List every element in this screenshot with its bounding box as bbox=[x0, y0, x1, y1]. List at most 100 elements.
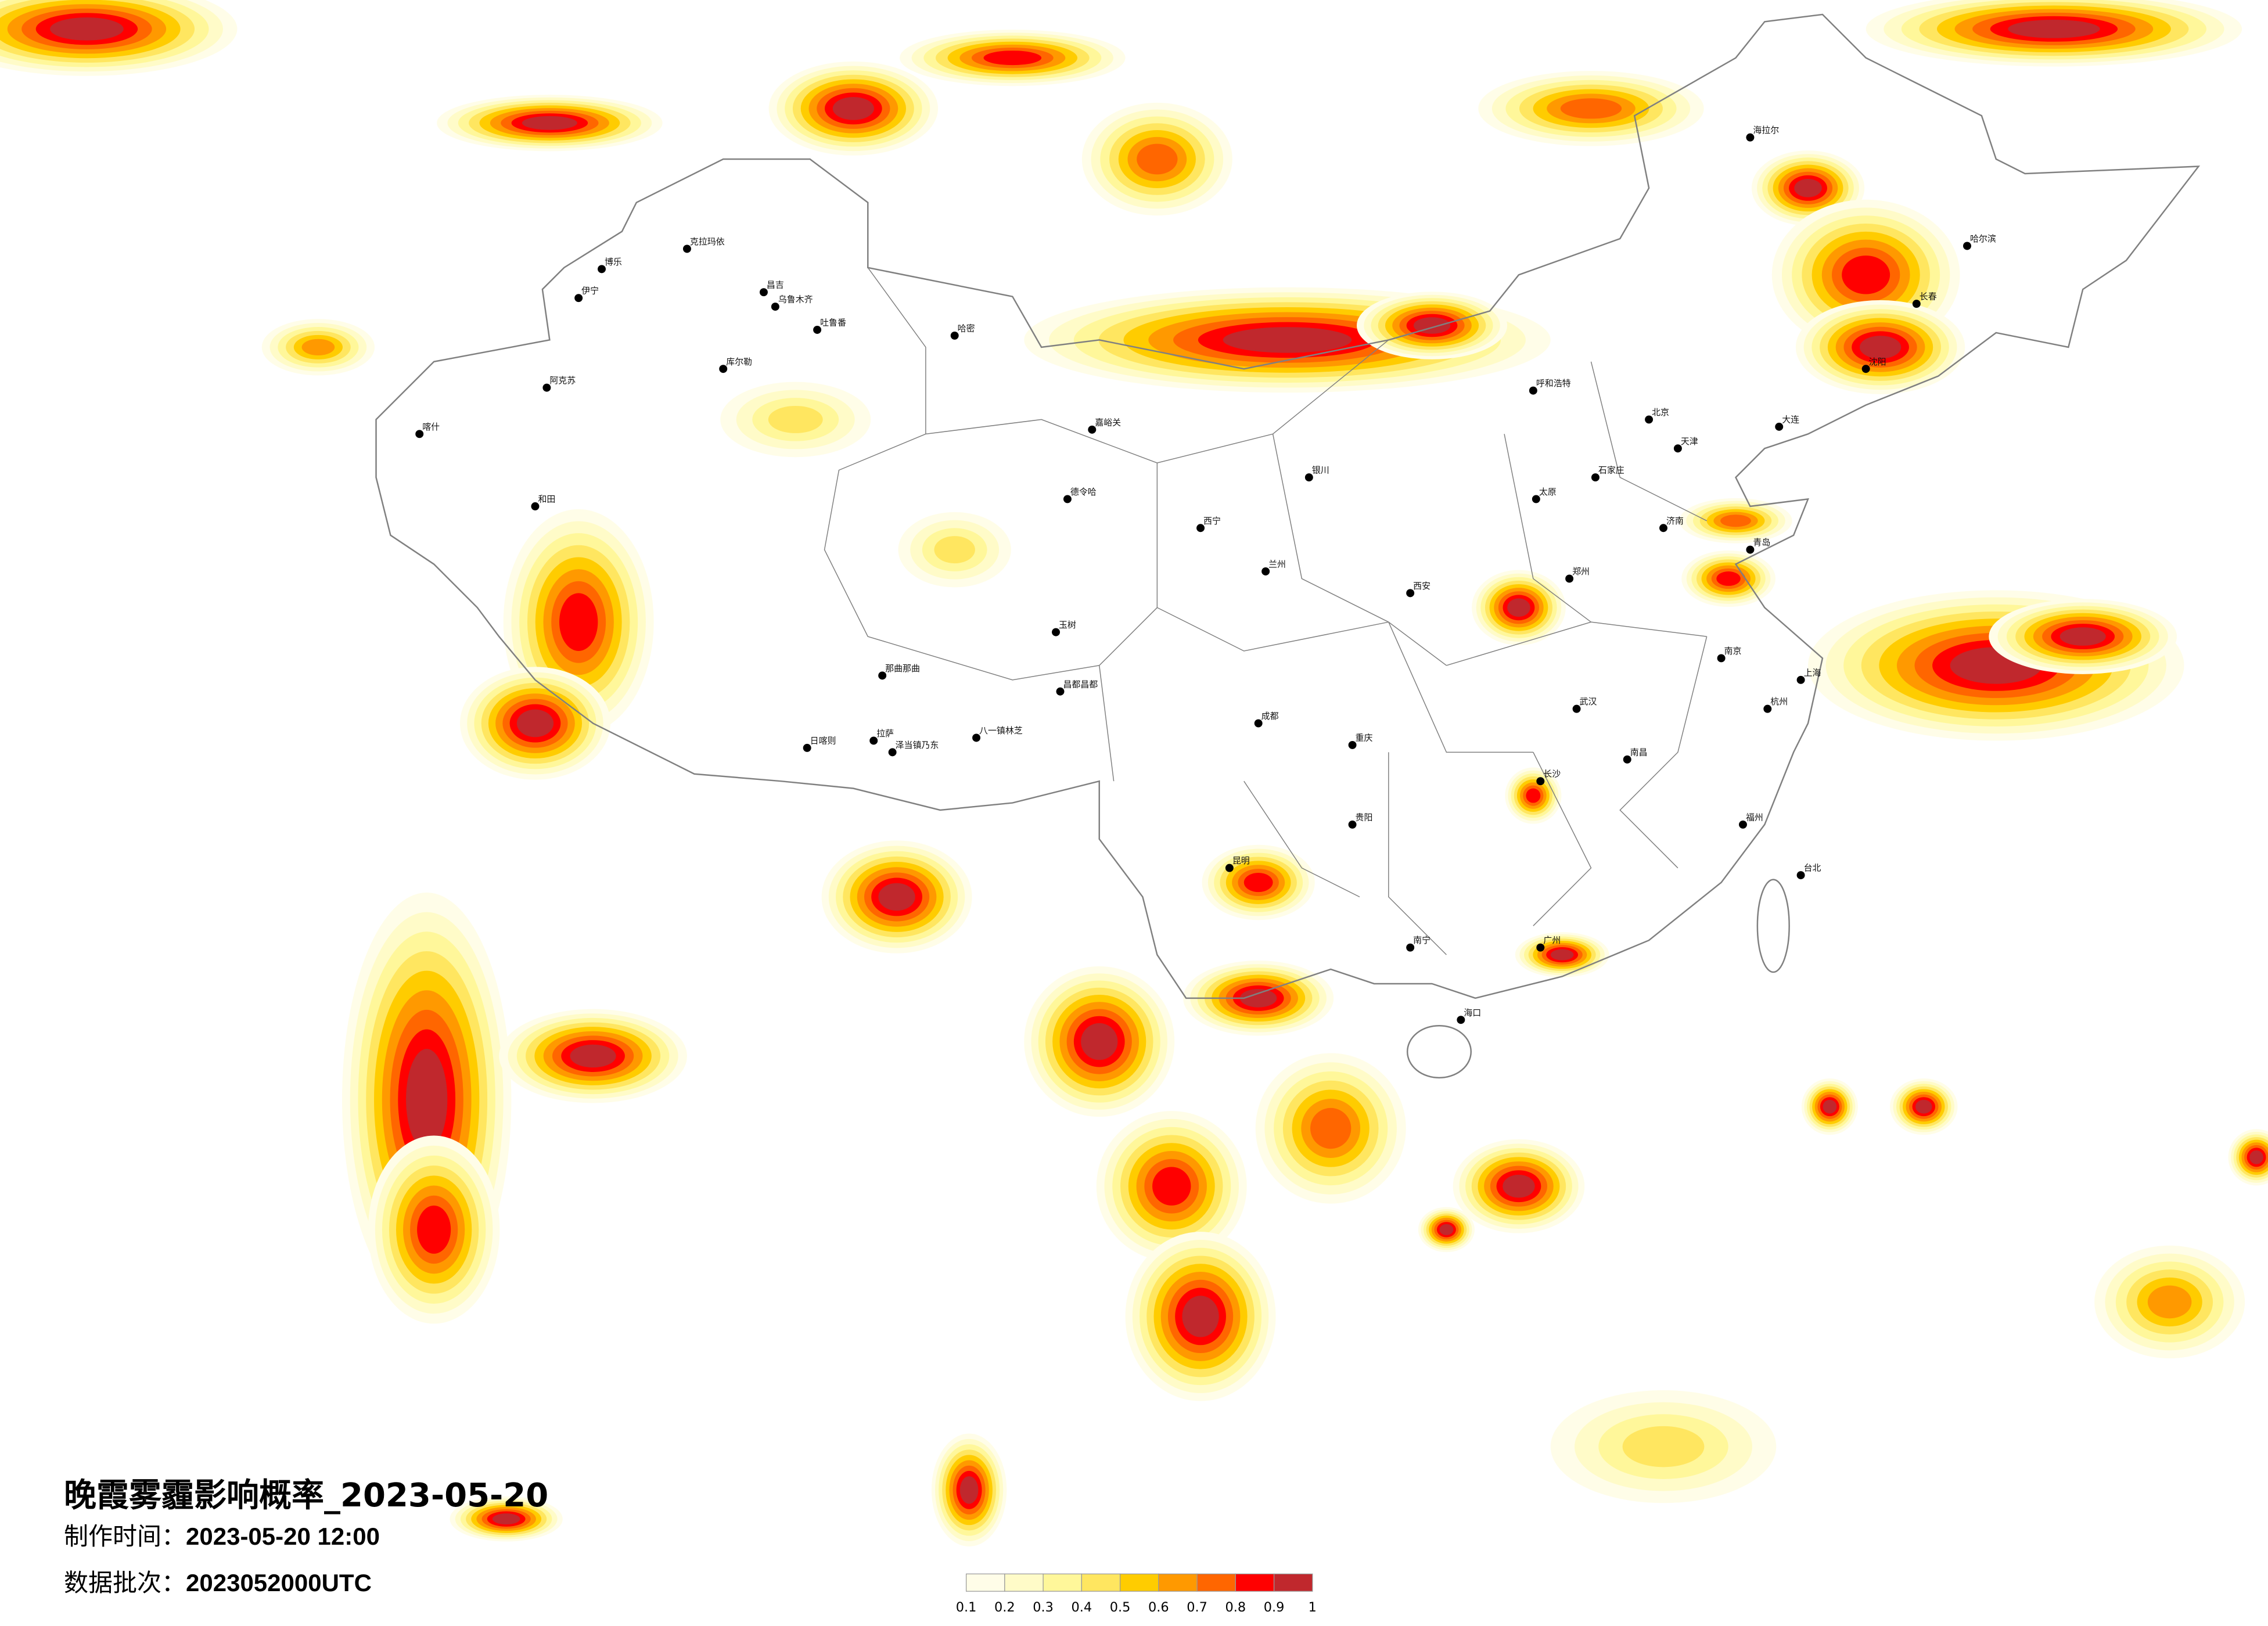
city-marker: 德令哈 bbox=[1063, 487, 1097, 503]
city-dot bbox=[888, 748, 897, 757]
heat-cell-16-5 bbox=[301, 339, 335, 356]
city-label: 兰州 bbox=[1268, 559, 1286, 570]
taiwan-outline bbox=[1756, 879, 1790, 973]
city-label: 太原 bbox=[1539, 487, 1557, 497]
city-marker: 博乐 bbox=[598, 257, 622, 274]
heat-cell-1-8 bbox=[522, 116, 577, 130]
city-label: 伊宁 bbox=[581, 286, 599, 296]
city-marker: 泽当镇乃东 bbox=[888, 740, 939, 757]
colorbar-swatch bbox=[965, 1573, 1005, 1592]
city-marker: 济南 bbox=[1659, 516, 1684, 533]
city-label: 长沙 bbox=[1543, 769, 1561, 779]
heat-cell-3-7 bbox=[983, 51, 1042, 66]
city-label: 哈尔滨 bbox=[1970, 233, 1996, 244]
city-marker: 南宁 bbox=[1406, 935, 1430, 952]
city-label: 海口 bbox=[1464, 1008, 1481, 1018]
city-marker: 南京 bbox=[1717, 646, 1741, 663]
colorbar-swatch bbox=[1043, 1573, 1082, 1592]
city-dot bbox=[950, 331, 959, 340]
heat-cell-4-6 bbox=[1137, 143, 1178, 175]
city-label: 喀什 bbox=[422, 422, 440, 432]
city-marker: 杭州 bbox=[1763, 696, 1788, 713]
city-dot bbox=[1532, 495, 1540, 503]
city-dot bbox=[1348, 820, 1357, 829]
heat-cell-34-7 bbox=[1243, 872, 1273, 893]
city-dot bbox=[1052, 628, 1060, 636]
city-dot bbox=[1406, 589, 1415, 598]
city-dot bbox=[1591, 473, 1600, 482]
city-marker: 南昌 bbox=[1623, 747, 1648, 764]
city-dot bbox=[972, 733, 981, 742]
city-label: 吐鲁番 bbox=[820, 317, 846, 328]
city-dot bbox=[1659, 524, 1667, 533]
city-marker: 兰州 bbox=[1261, 559, 1286, 575]
city-dot bbox=[878, 671, 887, 680]
heat-cell-9-8 bbox=[1859, 336, 1902, 359]
city-label: 西安 bbox=[1413, 581, 1430, 591]
city-label: 南宁 bbox=[1413, 935, 1430, 945]
city-marker: 上海 bbox=[1796, 667, 1821, 684]
colorbar-tick-label: 0.5 bbox=[1110, 1600, 1131, 1615]
city-label: 石家庄 bbox=[1598, 465, 1624, 476]
city-dot bbox=[1536, 777, 1545, 786]
heat-cell-17-8 bbox=[878, 883, 915, 911]
city-marker: 海拉尔 bbox=[1746, 125, 1779, 142]
city-marker: 昆明 bbox=[1225, 855, 1250, 872]
heat-cell-29-8 bbox=[1915, 1099, 1932, 1114]
city-marker: 库尔勒 bbox=[719, 357, 752, 373]
map-title: 晚霞雾霾影响概率_2023-05-20 bbox=[64, 1477, 549, 1515]
heat-cell-39-5 bbox=[2147, 1285, 2192, 1319]
heat-cell-27-8 bbox=[1439, 1224, 1454, 1235]
heat-cell-28-8 bbox=[1823, 1099, 1837, 1114]
heat-cell-18-8 bbox=[406, 1049, 448, 1150]
city-label: 沈阳 bbox=[1869, 357, 1886, 367]
colorbar-swatch bbox=[1081, 1573, 1121, 1592]
city-dot bbox=[598, 265, 606, 274]
colorbar-swatch bbox=[1158, 1573, 1198, 1592]
city-marker: 天津 bbox=[1673, 436, 1698, 453]
hainan-outline bbox=[1406, 1024, 1472, 1079]
city-label: 重庆 bbox=[1356, 732, 1373, 743]
city-marker: 昌吉 bbox=[759, 280, 784, 297]
colorbar-swatch bbox=[1273, 1573, 1313, 1592]
city-marker: 郑州 bbox=[1565, 566, 1590, 583]
city-label: 南昌 bbox=[1630, 747, 1648, 757]
city-label: 银川 bbox=[1312, 465, 1329, 476]
colorbar-swatch bbox=[1004, 1573, 1044, 1592]
city-marker: 福州 bbox=[1738, 812, 1763, 829]
colorbar-tick-label: 0.3 bbox=[1033, 1600, 1054, 1615]
city-marker: 吐鲁番 bbox=[813, 317, 846, 334]
city-marker: 长春 bbox=[1912, 292, 1937, 308]
province-boundaries bbox=[824, 267, 1708, 955]
heat-cell-24-8 bbox=[1182, 1296, 1219, 1337]
city-dot bbox=[1063, 495, 1072, 503]
city-marker: 和田 bbox=[531, 494, 555, 510]
city-dot bbox=[1254, 719, 1263, 728]
heat-cell-36-8 bbox=[2249, 1150, 2263, 1164]
city-label: 武汉 bbox=[1580, 696, 1597, 707]
city-dot bbox=[1963, 242, 1971, 250]
data-batch-label: 数据批次： bbox=[64, 1569, 186, 1597]
city-marker: 银川 bbox=[1304, 465, 1329, 482]
heat-cell-5-8 bbox=[1223, 327, 1352, 353]
heat-cell-22-8 bbox=[1240, 989, 1277, 1008]
city-marker: 西宁 bbox=[1196, 516, 1221, 533]
city-dot bbox=[574, 294, 583, 303]
city-dot bbox=[813, 325, 822, 334]
city-marker: 拉萨 bbox=[869, 728, 894, 745]
city-dot bbox=[1746, 545, 1755, 554]
city-label: 克拉玛依 bbox=[690, 236, 725, 247]
city-dot bbox=[1457, 1016, 1465, 1024]
city-dot bbox=[1406, 943, 1415, 952]
city-marker: 海口 bbox=[1457, 1008, 1481, 1024]
city-label: 玉树 bbox=[1059, 620, 1076, 630]
city-dot bbox=[1304, 473, 1313, 482]
heat-cell-35-6 bbox=[1720, 515, 1751, 527]
city-dot bbox=[1261, 567, 1270, 575]
heat-cell-19-8 bbox=[570, 1044, 616, 1068]
city-dot bbox=[869, 736, 878, 745]
heat-cell-41-3 bbox=[768, 405, 823, 433]
city-marker: 重庆 bbox=[1348, 732, 1373, 749]
city-dot bbox=[1912, 300, 1921, 308]
